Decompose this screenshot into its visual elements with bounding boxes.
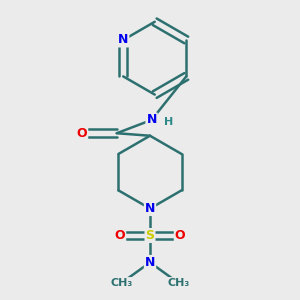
Text: N: N [146, 113, 157, 126]
Text: N: N [118, 34, 128, 46]
Text: O: O [175, 229, 185, 242]
Text: S: S [146, 229, 154, 242]
Text: H: H [164, 118, 174, 128]
Text: N: N [145, 256, 155, 269]
Text: O: O [76, 127, 87, 140]
Text: CH₃: CH₃ [110, 278, 133, 288]
Text: N: N [145, 202, 155, 215]
Text: CH₃: CH₃ [167, 278, 190, 288]
Text: O: O [115, 229, 125, 242]
